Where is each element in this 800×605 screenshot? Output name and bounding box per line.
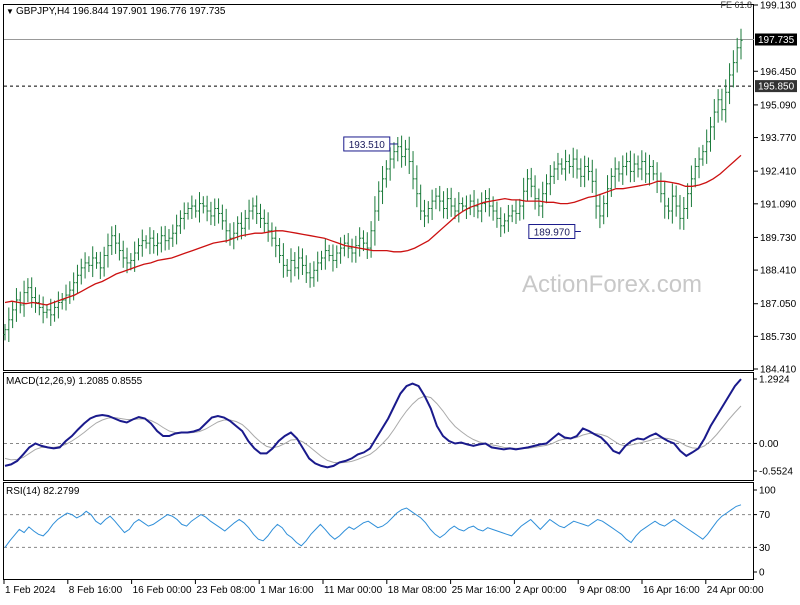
x-tick-label: 8 Feb 16:00 <box>69 585 123 596</box>
price-bars <box>3 28 743 343</box>
macd-y-tick-label: -0.5524 <box>759 467 793 478</box>
x-axis: 1 Feb 2024 8 Feb 16:00 16 Feb 00:00 23 Feb … <box>3 580 764 596</box>
annotation-label: 193.510 <box>349 140 386 151</box>
symbol-line: GBPJPY,H4 196.844 197.901 196.776 197.73… <box>16 6 226 17</box>
macd-panel-frame <box>3 372 754 481</box>
annotation-label: 189.970 <box>534 228 571 239</box>
macd-lines <box>4 378 754 469</box>
x-tick-label: 23 Feb 08:00 <box>196 585 255 596</box>
price-y-tick-label: 192.410 <box>760 167 797 178</box>
current-price-box <box>755 33 797 46</box>
price-gridlines <box>4 38 754 87</box>
x-tick-label: 1 Mar 16:00 <box>260 585 314 596</box>
macd-label: MACD(12,26,9) 1.2085 0.8555 <box>6 376 143 387</box>
price-y-tick-label: 191.090 <box>760 199 797 210</box>
price-y-tick-label: 199.130 <box>760 1 797 12</box>
rsi-y-tick-label: 70 <box>759 510 771 521</box>
macd-y-tick-label: 0.00 <box>759 439 779 450</box>
moving-average-line <box>4 154 742 306</box>
x-tick-label: 1 Feb 2024 <box>5 585 56 596</box>
rsi-y-tick-label: 0 <box>759 568 765 579</box>
header-arrow: ▼ <box>6 7 14 16</box>
x-tick-label: 11 Mar 00:00 <box>324 585 383 596</box>
rsi-y-tick-label: 30 <box>759 543 771 554</box>
price-y-tick-label: 189.730 <box>760 233 797 244</box>
x-tick-label: 9 Apr 08:00 <box>579 585 631 596</box>
x-tick-label: 24 Apr 00:00 <box>707 585 764 596</box>
rsi-lines <box>4 504 754 548</box>
x-tick-label: 2 Apr 00:00 <box>515 585 567 596</box>
price-ma <box>4 154 742 306</box>
rsi-panel-frame <box>3 482 754 580</box>
rsi-y-axis: 100 70 30 0 <box>754 486 776 579</box>
price-y-tick-label: 188.410 <box>760 266 797 277</box>
price-annotations: 193.510 189.970 <box>343 136 581 240</box>
rsi-y-tick-label: 100 <box>759 486 776 497</box>
price-y-tick-label: 184.410 <box>760 365 797 376</box>
rsi-label: RSI(14) 82.2799 <box>6 486 80 497</box>
dashed-level-box <box>755 80 797 93</box>
macd-signal-line <box>4 395 742 464</box>
x-tick-label: 25 Mar 16:00 <box>452 585 511 596</box>
price-y-tick-label: 195.090 <box>760 100 797 111</box>
x-tick-label: 18 Mar 08:00 <box>388 585 447 596</box>
price-y-tick-label: 193.770 <box>760 133 797 144</box>
watermark: ActionForex.com <box>522 271 702 298</box>
current-price-label: 197.735 <box>758 35 795 46</box>
price-y-axis: 199.130 196.450 195.090 193.770 192.410 191.0… <box>754 1 797 376</box>
price-y-tick-label: 185.730 <box>760 332 797 343</box>
x-tick-label: 16 Feb 00:00 <box>133 585 192 596</box>
x-tick-label: 16 Apr 16:00 <box>643 585 700 596</box>
dashed-level-label: 195.850 <box>758 82 795 93</box>
price-panel-frame <box>3 4 754 371</box>
macd-y-tick-label: 1.2924 <box>759 375 790 386</box>
macd-line <box>4 378 742 469</box>
macd-y-axis: 1.2924 0.00 -0.5524 <box>754 375 793 478</box>
fib-label: FE 61.8 <box>720 0 752 10</box>
price-y-tick-label: 187.050 <box>760 299 797 310</box>
rsi-line <box>4 504 742 548</box>
price-y-tick-label: 196.450 <box>760 67 797 78</box>
